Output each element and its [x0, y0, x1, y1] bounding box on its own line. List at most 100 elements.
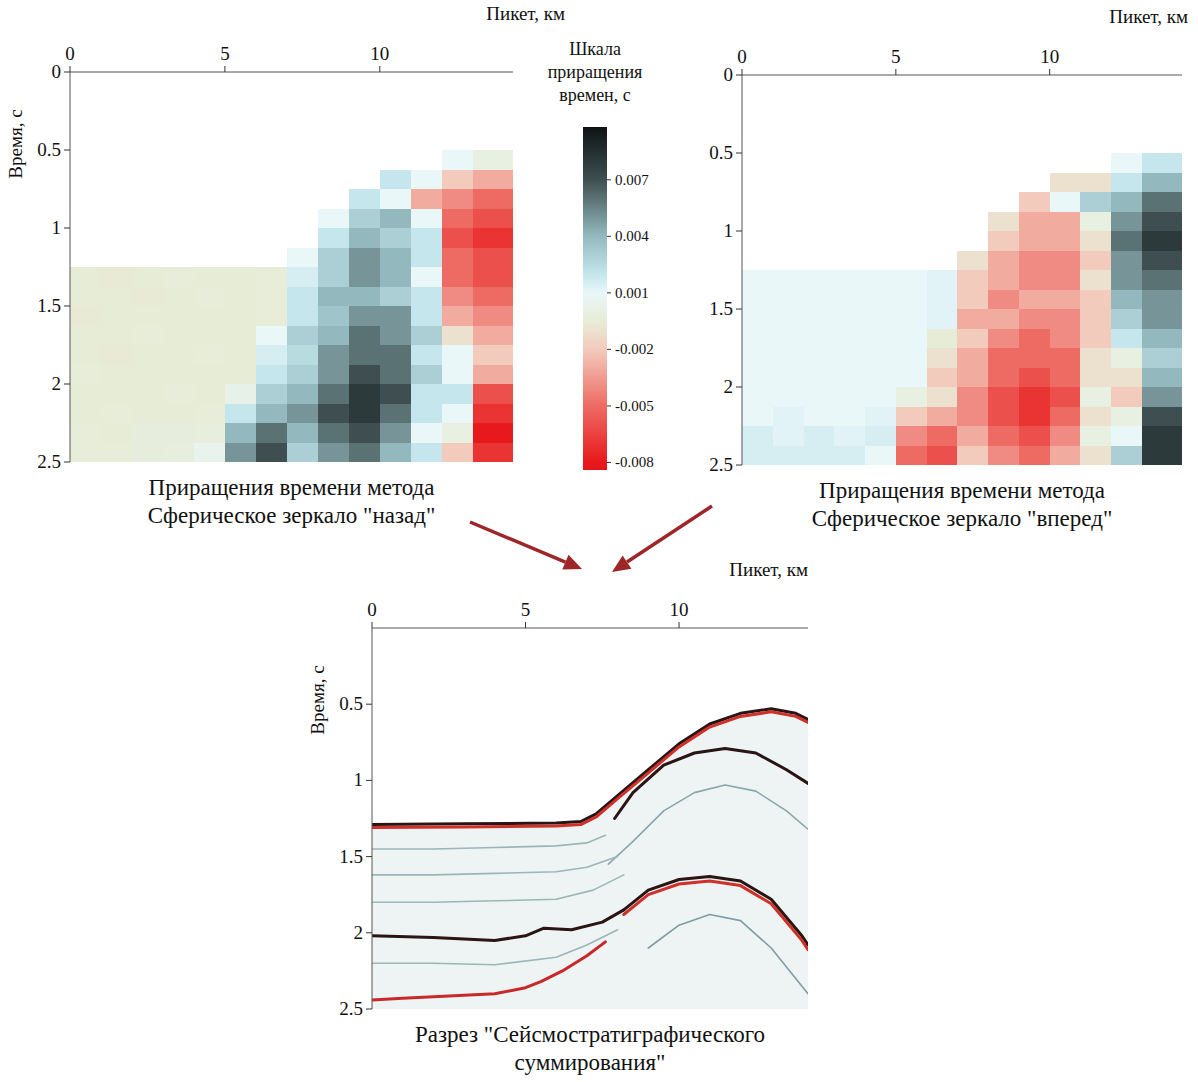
x-axis	[742, 75, 1182, 76]
heat-cell	[132, 306, 164, 326]
heat-cell	[163, 267, 195, 287]
heat-cell	[411, 443, 443, 463]
heat-cell	[256, 443, 288, 463]
reflector	[615, 748, 808, 818]
heat-cell	[988, 368, 1019, 388]
heat-cell	[101, 384, 133, 404]
heat-cell	[225, 267, 257, 287]
x-tick	[679, 622, 680, 628]
heat-cell	[773, 270, 804, 290]
heat-cell	[834, 446, 865, 466]
heat-cell	[411, 404, 443, 424]
y-tick	[736, 387, 742, 388]
heat-cell	[1080, 368, 1111, 388]
reflector	[372, 875, 624, 902]
y-tick	[366, 780, 372, 781]
heat-cell	[380, 228, 412, 248]
heat-cell	[804, 329, 835, 349]
plot-area	[742, 153, 1182, 465]
heat-cell	[380, 170, 412, 190]
heat-cell	[1050, 329, 1081, 349]
colorbar-title: времен, с	[559, 85, 631, 105]
heat-cell	[1080, 290, 1111, 310]
heat-cell	[1111, 212, 1142, 232]
heat-cell	[957, 387, 988, 407]
heat-cell	[256, 384, 288, 404]
heat-cell	[1080, 426, 1111, 446]
heat-cell	[349, 404, 381, 424]
heat-cell	[1019, 290, 1050, 310]
heat-cell	[411, 306, 443, 326]
heat-cell	[101, 404, 133, 424]
heat-cell	[1111, 348, 1142, 368]
heat-cell	[927, 348, 958, 368]
heat-cell	[927, 426, 958, 446]
heat-cell	[411, 423, 443, 443]
x-tick-label: 10	[670, 599, 689, 620]
heat-cell	[1142, 446, 1182, 466]
heat-cell	[411, 248, 443, 268]
y-tick-label: 2.5	[37, 451, 61, 472]
y-tick-label: 1	[354, 769, 364, 790]
heat-cell	[1111, 426, 1142, 446]
colorbar-tick	[607, 236, 611, 237]
heat-cell	[896, 426, 927, 446]
heat-cell	[473, 306, 513, 326]
heat-cell	[287, 423, 319, 443]
heat-cell	[380, 248, 412, 268]
heat-cell	[988, 212, 1019, 232]
x-tick-label: 5	[521, 599, 531, 620]
reflector	[372, 712, 808, 828]
heat-cell	[380, 443, 412, 463]
heat-cell	[442, 267, 474, 287]
panel-caption: Сферическое зеркало "назад"	[148, 503, 436, 528]
heat-cell	[773, 426, 804, 446]
heat-cell	[927, 270, 958, 290]
heat-cell	[411, 170, 443, 190]
heat-cell	[101, 326, 133, 346]
heat-cell	[1080, 192, 1111, 212]
heat-cell	[442, 404, 474, 424]
heat-cell	[988, 407, 1019, 427]
y-tick	[64, 72, 70, 73]
heat-cell	[742, 407, 773, 427]
y-axis	[372, 628, 373, 1009]
heat-cell	[1080, 212, 1111, 232]
heat-cell	[256, 267, 288, 287]
y-tick-label: 0.5	[37, 139, 61, 160]
heat-cell	[380, 326, 412, 346]
heat-cell	[442, 150, 474, 170]
heat-cell	[256, 365, 288, 385]
heat-cell	[194, 443, 226, 463]
heat-cell	[349, 287, 381, 307]
heat-cell	[287, 306, 319, 326]
x-tick	[224, 66, 225, 72]
y-axis-title: Время, с	[307, 665, 328, 734]
heat-cell	[865, 446, 896, 466]
heat-cell	[349, 345, 381, 365]
heat-cell	[896, 270, 927, 290]
heat-cell	[834, 368, 865, 388]
heat-cell	[318, 443, 350, 463]
heat-cell	[442, 170, 474, 190]
arrow-shaft	[627, 506, 712, 562]
heat-cell	[1019, 212, 1050, 232]
heat-cell	[411, 209, 443, 229]
heat-cell	[473, 384, 513, 404]
heat-cell	[834, 407, 865, 427]
heat-cell	[1050, 348, 1081, 368]
heat-cell	[194, 267, 226, 287]
heat-cell	[411, 345, 443, 365]
heat-cell	[1080, 387, 1111, 407]
heat-cell	[1019, 231, 1050, 251]
heat-cell	[927, 407, 958, 427]
heat-cell	[957, 407, 988, 427]
heat-cell	[163, 326, 195, 346]
heat-cell	[163, 443, 195, 463]
heat-cell	[927, 309, 958, 329]
heat-cell	[132, 287, 164, 307]
y-tick	[64, 384, 70, 385]
heat-cell	[1142, 192, 1182, 212]
colorbar: 0.0070.0040.001-0.002-0.005-0.008Шкалапр…	[548, 39, 654, 470]
heat-cell	[742, 387, 773, 407]
